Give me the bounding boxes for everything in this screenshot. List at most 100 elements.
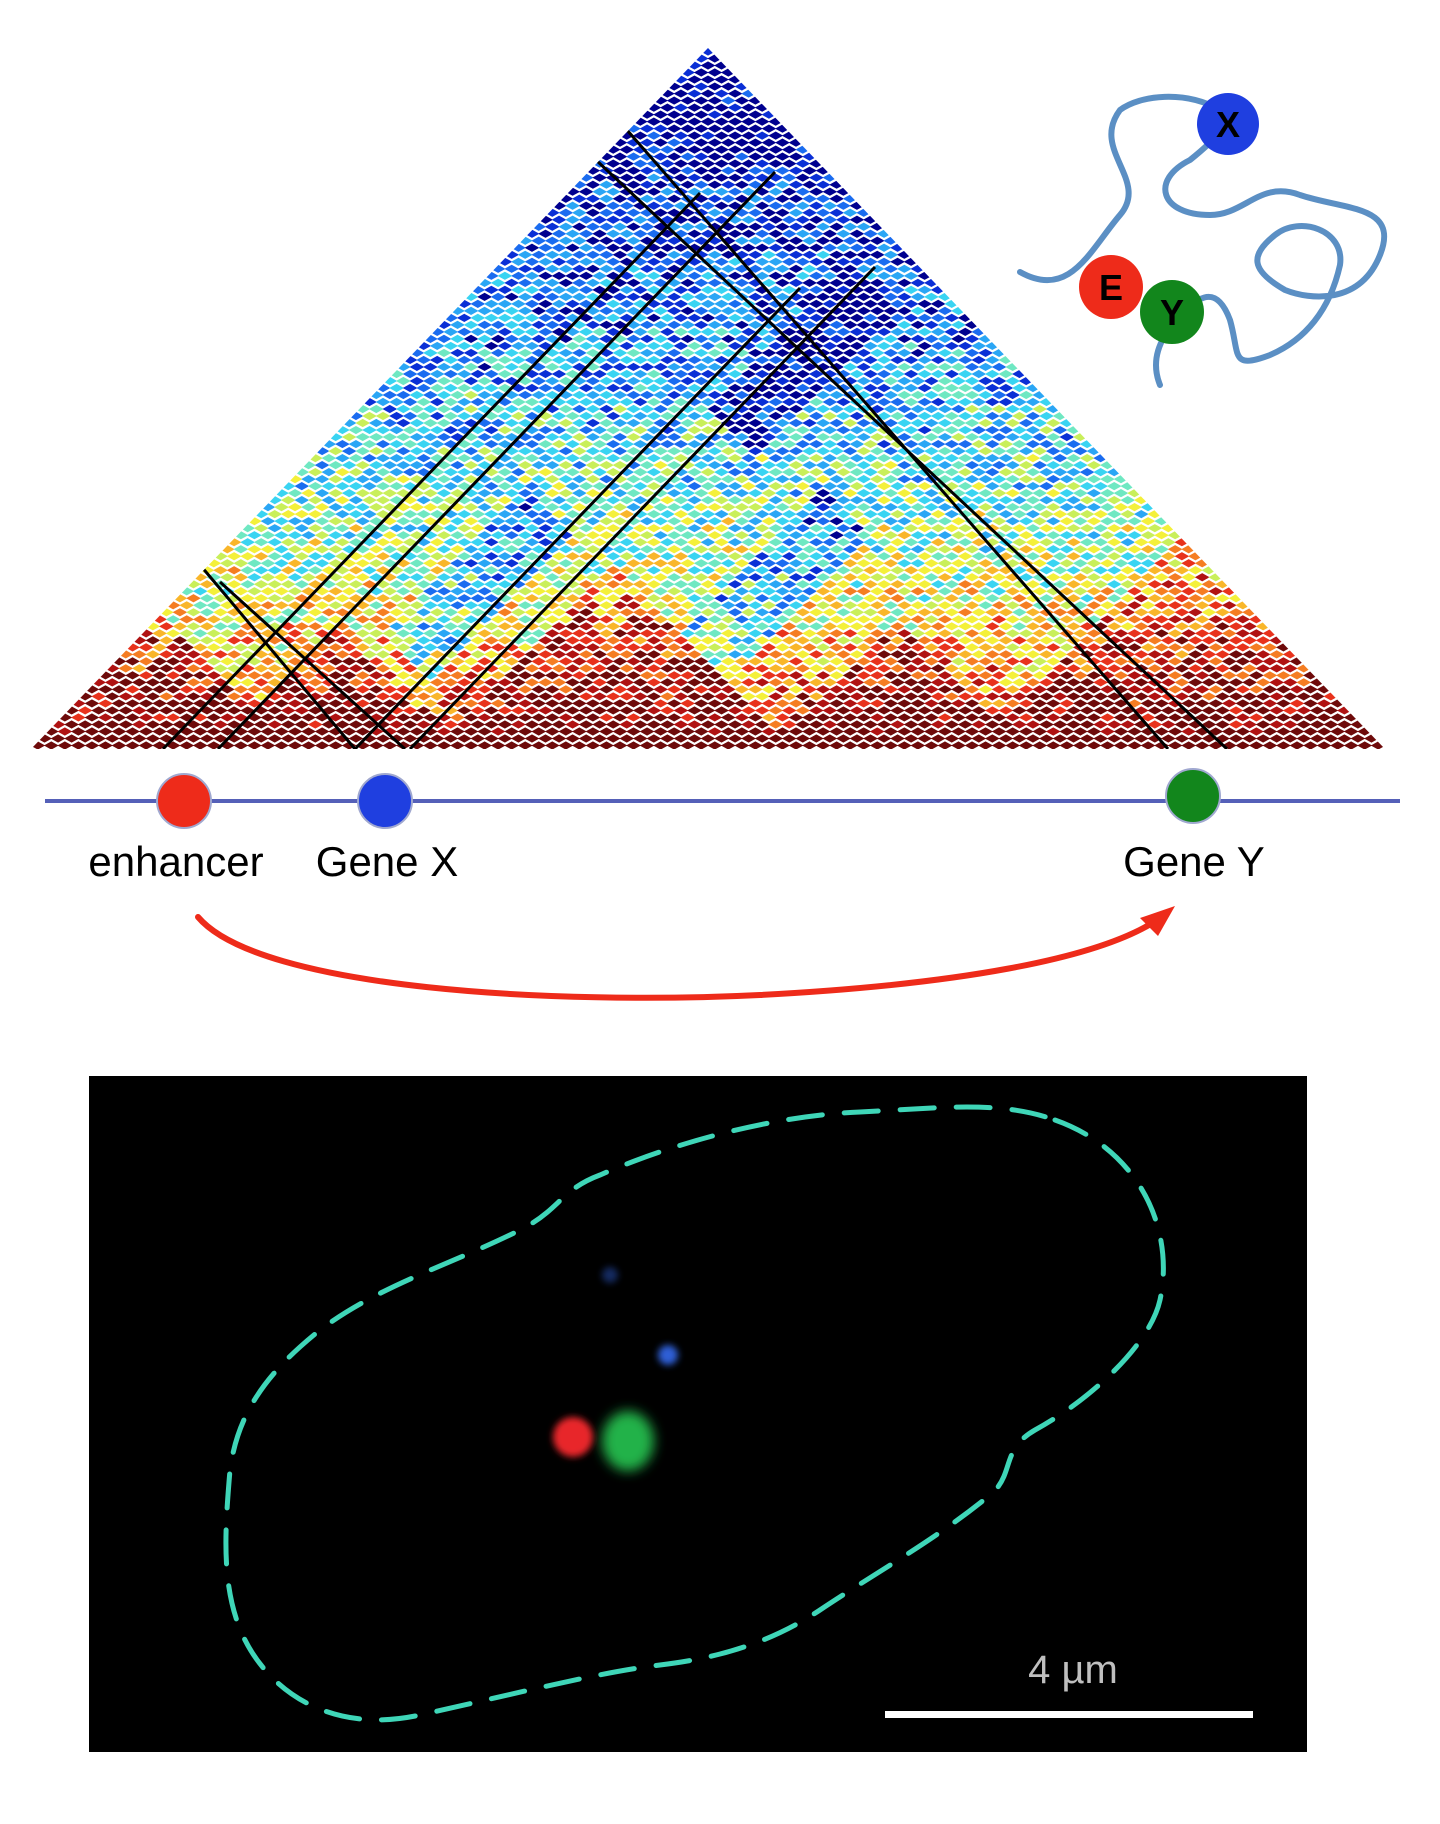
- hic-cell: [768, 243, 784, 252]
- hic-cell: [693, 699, 709, 708]
- hic-cell: [585, 475, 601, 484]
- hic-cell: [876, 580, 892, 589]
- hic-cell: [192, 741, 208, 749]
- hic-cell: [795, 608, 811, 617]
- hic-cell: [903, 369, 919, 379]
- hic-cell: [1120, 636, 1136, 645]
- hic-cell: [680, 306, 696, 315]
- hic-cell: [152, 629, 167, 638]
- hic-cell: [1032, 601, 1048, 610]
- hic-cell: [768, 425, 784, 435]
- hic-cell: [917, 271, 933, 280]
- hic-cell: [1018, 741, 1034, 749]
- hic-cell: [836, 664, 851, 673]
- hic-cell: [666, 362, 682, 372]
- hic-cell: [1066, 496, 1081, 505]
- hic-cell: [795, 510, 811, 519]
- hic-cell: [240, 538, 256, 547]
- hic-cell: [517, 236, 533, 245]
- hic-cell: [1005, 390, 1021, 400]
- hic-cell: [578, 285, 594, 294]
- hic-cell: [463, 334, 479, 344]
- hic-cell: [517, 601, 533, 610]
- hic-cell: [1005, 559, 1021, 568]
- hic-cell: [944, 468, 960, 477]
- hic-cell: [294, 538, 310, 547]
- hic-cell: [998, 552, 1014, 561]
- hic-cell: [1208, 629, 1224, 638]
- hic-cell: [951, 727, 966, 736]
- hic-cell: [1039, 453, 1054, 463]
- hic-cell: [619, 453, 635, 463]
- hic-cell: [687, 650, 702, 659]
- hic-cell: [1113, 587, 1129, 596]
- hic-cell: [159, 622, 174, 631]
- hic-cell: [1093, 594, 1109, 603]
- hic-cell: [626, 250, 641, 259]
- hic-cell: [1100, 741, 1115, 749]
- hic-cell: [240, 622, 256, 631]
- hic-cell: [497, 706, 513, 715]
- hic-cell: [538, 285, 553, 294]
- hic-cell: [605, 397, 621, 407]
- hic-cell: [653, 194, 668, 203]
- hic-cell: [165, 727, 181, 736]
- hic-cell: [951, 685, 966, 694]
- hic-cell: [355, 489, 371, 498]
- hic-cell: [944, 355, 960, 365]
- hic-cell: [524, 692, 540, 701]
- hic-cell: [795, 397, 811, 407]
- hic-cell: [375, 678, 391, 687]
- hic-cell: [416, 622, 432, 631]
- hic-cell: [646, 187, 662, 196]
- hic-cell: [646, 383, 662, 393]
- hic-cell: [707, 306, 723, 315]
- hic-cell: [687, 187, 702, 196]
- hic-cell: [646, 524, 662, 533]
- hic-cell: [707, 587, 723, 596]
- hic-cell: [1167, 559, 1183, 568]
- hic-cell: [639, 222, 655, 231]
- hic-cell: [1025, 678, 1041, 687]
- hic-cell: [1228, 706, 1244, 715]
- hic-cell: [416, 636, 432, 645]
- hic-cell: [842, 334, 858, 344]
- hic-cell: [781, 580, 797, 589]
- hic-cell: [206, 671, 222, 680]
- hic-cell: [714, 538, 729, 547]
- hic-cell: [761, 264, 777, 273]
- hic-cell: [660, 608, 675, 617]
- hic-cell: [957, 538, 973, 547]
- hic-cell: [145, 734, 161, 743]
- hic-cell: [294, 496, 310, 505]
- hic-cell: [463, 643, 479, 652]
- hic-cell: [842, 489, 858, 498]
- hic-cell: [1188, 608, 1203, 617]
- hic-cell: [660, 706, 675, 715]
- hic-cell: [111, 727, 127, 736]
- hic-cell: [524, 706, 540, 715]
- hic-cell: [619, 215, 635, 224]
- hic-cell: [707, 348, 723, 358]
- hic-cell: [951, 460, 966, 470]
- hic-cell: [511, 397, 526, 407]
- hic-cell: [1032, 587, 1048, 596]
- hic-cell: [1221, 643, 1237, 652]
- hic-cell: [632, 159, 648, 168]
- hic-cell: [707, 54, 723, 63]
- hic-cell: [1201, 594, 1217, 603]
- hic-cell: [599, 278, 614, 287]
- hic-cell: [653, 699, 668, 708]
- hic-cell: [788, 292, 804, 301]
- hic-cell: [680, 573, 696, 582]
- hic-cell: [693, 601, 709, 610]
- hic-cell: [944, 369, 960, 379]
- hic-cell: [544, 615, 560, 624]
- hic-cell: [1012, 524, 1027, 533]
- hic-cell: [301, 727, 316, 736]
- hic-cell: [382, 685, 398, 694]
- hic-cell: [984, 664, 1000, 673]
- hic-cell: [599, 615, 614, 624]
- hic-cell: [964, 320, 980, 329]
- hic-cell: [138, 685, 154, 694]
